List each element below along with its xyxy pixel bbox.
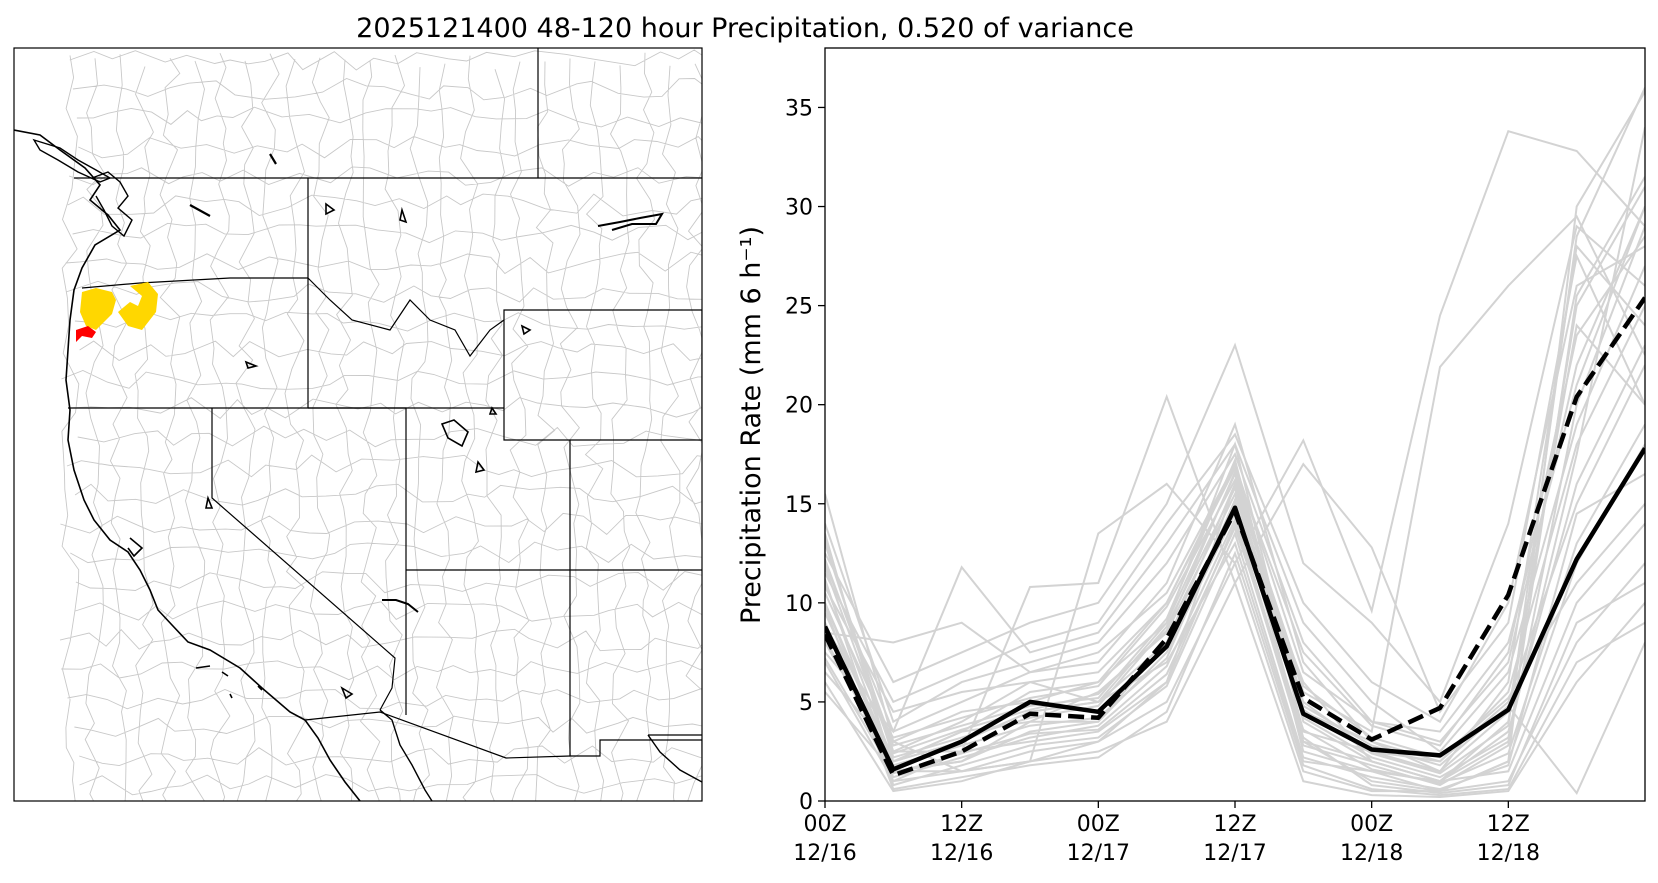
dashed-series-line <box>825 296 1645 778</box>
ensemble-members <box>825 87 1645 799</box>
y-tick-label-20: 20 <box>785 394 813 419</box>
chart-panel: 0 5 10 15 20 25 30 35 00Z 12/16 12Z 12/16 00Z 12/17 1… <box>736 47 1646 866</box>
ensemble-line-1 <box>825 91 1645 793</box>
state-borders <box>68 48 702 759</box>
coeur-dalene-lake <box>325 202 336 216</box>
ensemble-line-11 <box>825 245 1645 724</box>
great-salt-lake <box>440 419 469 448</box>
map-panel <box>13 47 703 802</box>
lake-mead <box>382 599 419 613</box>
ensemble-line-7 <box>825 206 1645 743</box>
x-tick-label-6-hour: 12Z <box>1213 812 1256 837</box>
coastline <box>14 129 361 801</box>
x-tick-label-2-date: 12/16 <box>930 841 993 866</box>
y-axis: 0 5 10 15 20 25 30 35 <box>785 96 825 815</box>
figure-title: 2025121400 48-120 hour Precipitation, 0.… <box>356 13 1134 44</box>
ensemble-line-29 <box>825 477 1645 759</box>
y-tick-label-35: 35 <box>785 96 813 121</box>
x-tick-label-10-hour: 12Z <box>1487 812 1530 837</box>
x-tick-label-8-date: 12/18 <box>1340 841 1403 866</box>
x-tick-label-4-hour: 00Z <box>1077 812 1120 837</box>
ensemble-line-23 <box>825 127 1645 779</box>
lake-roosevelt <box>189 204 211 217</box>
san-francisco-bay <box>127 537 144 558</box>
ensemble-line-5 <box>825 364 1645 763</box>
ensemble-line-4 <box>825 225 1645 783</box>
y-axis-label: Precipitation Rate (mm 6 h⁻¹) <box>736 226 767 624</box>
ensemble-line-15 <box>825 224 1645 704</box>
ensemble-line-19 <box>825 129 1645 773</box>
ensemble-line-18 <box>825 252 1645 753</box>
puget-sound <box>91 171 133 238</box>
x-tick-label-0-date: 12/16 <box>793 841 856 866</box>
utah-lake <box>474 460 486 474</box>
ensemble-line-25 <box>825 424 1645 785</box>
fort-peck-lake <box>597 212 664 231</box>
x-tick-label-4-date: 12/17 <box>1067 841 1130 866</box>
salton-sea <box>340 686 354 700</box>
ensemble-line-27 <box>825 550 1645 797</box>
bear-lake <box>488 406 498 415</box>
lake-chelan <box>269 153 277 165</box>
ensemble-line-24 <box>825 496 1645 795</box>
y-tick-label-5: 5 <box>799 691 813 716</box>
highlight-basin-yellow-inland <box>118 282 158 330</box>
channel-islands <box>195 665 263 699</box>
ensemble-line-22 <box>825 473 1645 791</box>
highlight-basin-yellow-coast <box>80 288 116 330</box>
baja-coast <box>379 709 433 801</box>
x-tick-label-8-hour: 00Z <box>1350 812 1393 837</box>
y-tick-label-25: 25 <box>785 295 813 320</box>
upper-klamath-lake <box>244 360 259 369</box>
x-tick-label-10-date: 12/18 <box>1477 841 1540 866</box>
x-tick-label-2-hour: 12Z <box>940 812 983 837</box>
flathead-lake <box>399 206 408 224</box>
ensemble-line-21 <box>825 176 1645 787</box>
ensemble-line-26 <box>825 235 1645 747</box>
river-basin-boundaries <box>59 49 702 801</box>
ensemble-line-17 <box>825 265 1645 753</box>
gulf-coast <box>647 734 702 783</box>
basin-mesh-lines <box>59 49 702 801</box>
x-tick-label-6-date: 12/17 <box>1203 841 1266 866</box>
ensemble-line-30 <box>825 87 1645 775</box>
yellowstone-lake <box>520 324 532 336</box>
vancouver-island <box>32 138 112 183</box>
y-tick-label-0: 0 <box>799 790 813 815</box>
x-tick-label-0-hour: 00Z <box>803 812 846 837</box>
x-axis: 00Z 12/16 12Z 12/16 00Z 12/17 12Z 12/17 00Z 12/18… <box>793 801 1540 866</box>
y-tick-label-15: 15 <box>785 493 813 518</box>
y-tick-label-30: 30 <box>785 196 813 221</box>
series-lines <box>825 296 1645 778</box>
map-frame <box>13 47 703 802</box>
lake-tahoe <box>205 495 214 509</box>
highlight-basin-red <box>76 326 96 342</box>
solid-series-line <box>825 447 1645 772</box>
y-tick-label-10: 10 <box>785 592 813 617</box>
